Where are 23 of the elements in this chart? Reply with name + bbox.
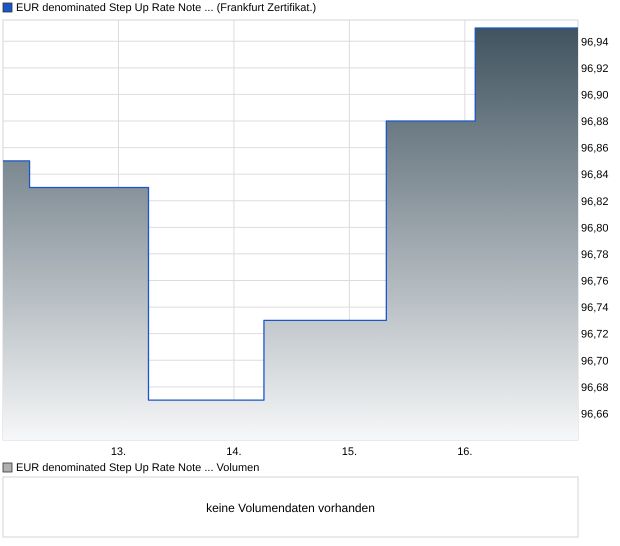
- x-tick-label: 16.: [457, 446, 472, 458]
- y-tick-label: 96,80: [581, 222, 609, 234]
- legend-label: EUR denominated Step Up Rate Note ...: [16, 2, 214, 14]
- y-tick-label: 96,92: [581, 62, 609, 75]
- y-tick-label: 96,90: [581, 89, 609, 102]
- y-tick-label: 96,88: [581, 116, 609, 128]
- chart-title: (Frankfurt Zertifikat.): [216, 2, 316, 14]
- text: keine Volumendaten vorhanden: [206, 501, 375, 515]
- x-tick-label: 13.: [110, 446, 126, 458]
- y-tick-label: 96,68: [581, 382, 609, 394]
- x-tick-label: 14.: [226, 446, 242, 458]
- y-tick-label: 96,84: [581, 169, 609, 182]
- y-tick-label: 96,66: [581, 408, 609, 420]
- y-tick-label: 96,86: [581, 142, 609, 155]
- y-tick-label: 96,78: [581, 248, 609, 261]
- text: EUR denominated Step Up Rate Note ... Volumen: [16, 462, 260, 474]
- y-tick-label: 96,70: [581, 355, 609, 368]
- y-tick-label: 96,72: [581, 328, 609, 341]
- y-tick-label: 96,82: [581, 196, 609, 208]
- x-tick-label: 15.: [342, 446, 358, 458]
- y-tick-label: 96,94: [581, 36, 609, 48]
- y-tick-label: 96,74: [581, 302, 609, 314]
- y-tick-label: 96,76: [581, 276, 609, 288]
